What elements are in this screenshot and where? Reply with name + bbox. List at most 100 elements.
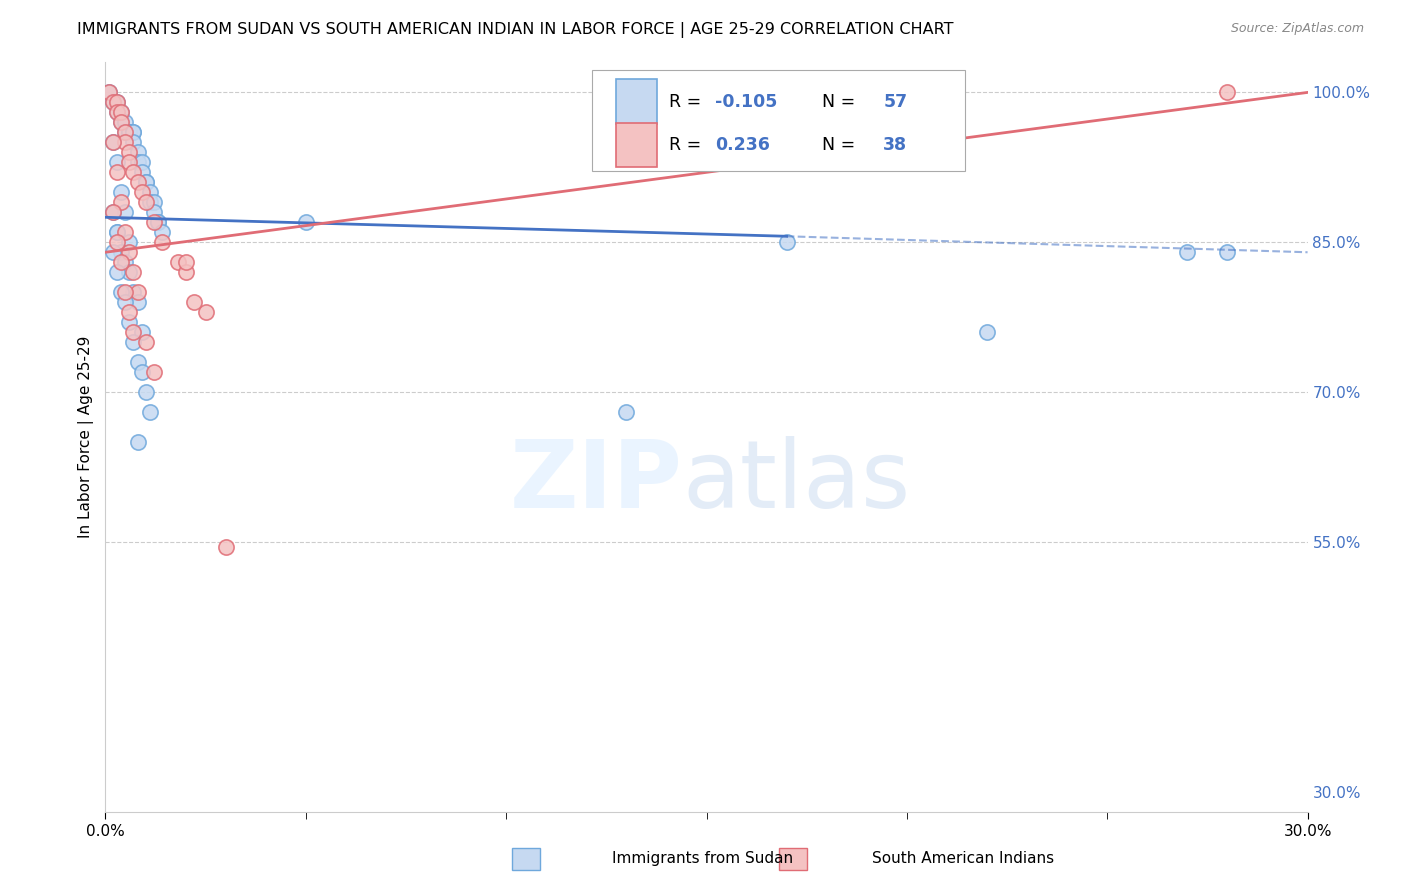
Point — [110, 186, 132, 200]
Point — [107, 95, 129, 110]
Point — [295, 215, 318, 229]
Point — [103, 95, 125, 110]
Text: -0.105: -0.105 — [714, 93, 778, 111]
Point — [114, 205, 136, 219]
Point — [131, 325, 153, 339]
Point — [135, 195, 157, 210]
Point — [110, 115, 132, 129]
Point — [107, 105, 129, 120]
Point — [616, 405, 638, 419]
Point — [118, 245, 141, 260]
Point — [103, 205, 125, 219]
Point — [107, 225, 129, 239]
Point — [127, 155, 149, 169]
Point — [127, 435, 149, 450]
Point — [174, 265, 197, 279]
Point — [131, 165, 153, 179]
Point — [110, 245, 132, 260]
Point — [135, 385, 157, 400]
Point — [138, 405, 160, 419]
Point — [107, 165, 129, 179]
Point — [118, 125, 141, 139]
Point — [174, 255, 197, 269]
Point — [107, 105, 129, 120]
Point — [118, 315, 141, 329]
Point — [118, 145, 141, 160]
Point — [114, 125, 136, 139]
Point — [138, 186, 160, 200]
Text: atlas: atlas — [682, 436, 911, 528]
Y-axis label: In Labor Force | Age 25-29: In Labor Force | Age 25-29 — [79, 336, 94, 538]
Point — [103, 95, 125, 110]
Point — [183, 295, 205, 310]
Point — [103, 205, 125, 219]
Text: N =: N = — [811, 136, 860, 153]
Point — [142, 205, 165, 219]
Point — [122, 265, 145, 279]
Point — [1216, 86, 1239, 100]
Point — [127, 145, 149, 160]
Point — [127, 175, 149, 189]
Point — [114, 136, 136, 150]
Point — [103, 136, 125, 150]
Point — [110, 195, 132, 210]
Text: N =: N = — [811, 93, 860, 111]
Point — [114, 295, 136, 310]
Point — [214, 540, 236, 554]
Point — [110, 105, 132, 120]
FancyBboxPatch shape — [592, 70, 965, 171]
Point — [122, 125, 145, 139]
Point — [118, 235, 141, 250]
Point — [110, 285, 132, 300]
Point — [146, 215, 169, 229]
Point — [122, 325, 145, 339]
Point — [110, 255, 132, 269]
Point — [142, 195, 165, 210]
Point — [135, 175, 157, 189]
Point — [142, 365, 165, 379]
Point — [110, 115, 132, 129]
Point — [776, 235, 799, 250]
Point — [150, 225, 173, 239]
Text: R =: R = — [669, 136, 713, 153]
Point — [127, 295, 149, 310]
Point — [122, 285, 145, 300]
Point — [114, 285, 136, 300]
Point — [122, 125, 145, 139]
Point — [114, 225, 136, 239]
Point — [166, 255, 188, 269]
Point — [98, 86, 121, 100]
Point — [107, 225, 129, 239]
Point — [103, 136, 125, 150]
Point — [98, 86, 121, 100]
Point — [142, 215, 165, 229]
Point — [127, 285, 149, 300]
Point — [1177, 245, 1199, 260]
Point — [107, 155, 129, 169]
Text: Source: ZipAtlas.com: Source: ZipAtlas.com — [1230, 22, 1364, 36]
Point — [135, 335, 157, 350]
Text: R =: R = — [669, 93, 707, 111]
Point — [976, 325, 998, 339]
Text: South American Indians: South American Indians — [872, 851, 1054, 865]
Point — [103, 245, 125, 260]
Point — [138, 195, 160, 210]
Point — [118, 155, 141, 169]
Point — [122, 136, 145, 150]
Point — [131, 186, 153, 200]
Point — [122, 165, 145, 179]
Point — [114, 255, 136, 269]
Point — [122, 335, 145, 350]
FancyBboxPatch shape — [616, 79, 657, 124]
Point — [118, 125, 141, 139]
Point — [1216, 245, 1239, 260]
Point — [194, 305, 217, 319]
Text: IMMIGRANTS FROM SUDAN VS SOUTH AMERICAN INDIAN IN LABOR FORCE | AGE 25-29 CORREL: IMMIGRANTS FROM SUDAN VS SOUTH AMERICAN … — [77, 22, 953, 38]
Point — [150, 235, 173, 250]
Point — [107, 235, 129, 250]
Point — [114, 125, 136, 139]
Point — [107, 95, 129, 110]
Point — [110, 105, 132, 120]
Text: ZIP: ZIP — [509, 436, 682, 528]
Point — [107, 265, 129, 279]
